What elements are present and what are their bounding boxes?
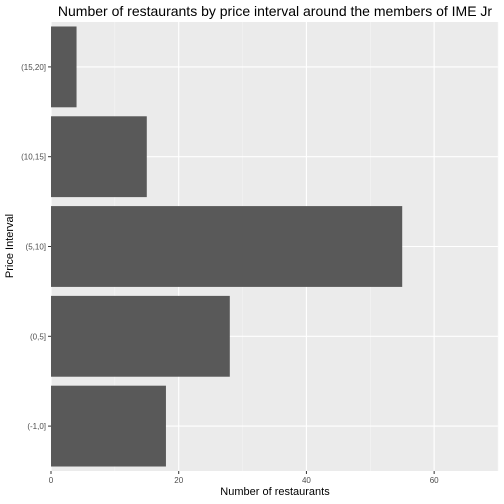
x-axis-title: Number of restaurants bbox=[220, 486, 330, 498]
bar bbox=[51, 116, 147, 198]
x-tick-label: 0 bbox=[49, 476, 54, 485]
y-axis-ticks: (-1,0] (0,5] (5,10] (10,15] (15,20] bbox=[21, 63, 51, 431]
chart-title: Number of restaurants by price interval … bbox=[58, 3, 493, 19]
x-tick-label: 40 bbox=[302, 476, 311, 485]
x-axis-ticks: 0 20 40 60 bbox=[49, 471, 439, 485]
x-tick-label: 20 bbox=[174, 476, 183, 485]
y-tick-label: (-1,0] bbox=[27, 422, 46, 431]
bar bbox=[51, 206, 403, 287]
y-axis-title: Price Interval bbox=[4, 214, 16, 278]
y-tick-label: (10,15] bbox=[21, 153, 46, 162]
bar bbox=[51, 385, 166, 467]
y-tick-label: (15,20] bbox=[21, 63, 46, 72]
bar bbox=[51, 26, 77, 108]
y-tick-label: (0,5] bbox=[30, 332, 46, 341]
y-tick-label: (5,10] bbox=[26, 243, 46, 252]
bars bbox=[51, 26, 403, 467]
x-tick-label: 60 bbox=[430, 476, 439, 485]
bar bbox=[51, 295, 230, 377]
